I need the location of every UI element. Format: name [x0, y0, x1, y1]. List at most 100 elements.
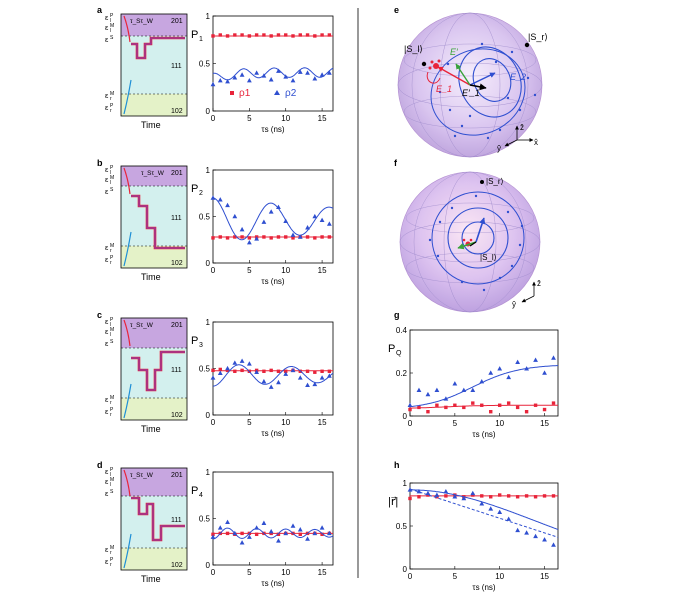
epsilon-sup: P — [110, 407, 114, 413]
data-point-ρ2 — [254, 525, 260, 530]
data-point-ρ1 — [262, 369, 266, 373]
data-point-ρ1 — [225, 34, 230, 38]
data-point-ρ2 — [290, 367, 296, 373]
epsilon-label: ε — [105, 467, 109, 476]
data-point-ρ1 — [247, 236, 252, 240]
y-tick-label: 0 — [206, 107, 211, 116]
data-point-ρ1 — [284, 369, 288, 373]
diagram-frame — [120, 165, 188, 269]
state-label-201: 201 — [171, 170, 183, 177]
data-point-ρ2 — [246, 78, 252, 83]
data-point-ρ2 — [312, 381, 318, 387]
data-point-ρ1 — [211, 532, 215, 537]
data-point-ρ2 — [210, 534, 216, 539]
plot-frame — [212, 15, 334, 112]
curve-left — [123, 319, 131, 347]
axis-z-f: ẑ — [537, 279, 541, 288]
epsilon-label: ε — [105, 477, 109, 486]
tau-label: τ_Sτ_W — [130, 322, 154, 329]
epsilon-label: ε — [105, 165, 109, 174]
epsilon-label: ε — [105, 489, 109, 498]
epsilon-label: ε — [105, 545, 109, 554]
data-point-ρ2 — [319, 72, 325, 77]
epsilon-sup: S — [110, 489, 114, 495]
plot-frame — [212, 471, 334, 566]
axis-x-e: x̂ — [534, 138, 538, 147]
data-point-ρ1 — [305, 235, 310, 239]
epsilon-sub: l — [110, 180, 111, 186]
data-point-ρ2 — [319, 525, 325, 530]
epsilon-sup: P — [110, 165, 114, 171]
y-tick-label: 0 — [206, 411, 211, 420]
data-point-ρ2 — [261, 219, 267, 224]
band-102 — [121, 548, 187, 570]
label-E-prime: E′ — [450, 47, 458, 57]
legend-label-rho1: ρ1 — [239, 88, 251, 99]
x-tick-label: 10 — [281, 568, 290, 577]
data-point-ρ2 — [246, 239, 252, 245]
pulse-purple — [131, 195, 185, 249]
data-point-ρ1 — [291, 236, 295, 240]
data-point-ρ2 — [297, 527, 303, 532]
curve-right — [123, 79, 132, 115]
pulse-purple — [131, 351, 185, 391]
data-point-ρ2 — [268, 528, 274, 534]
data-point-ρ2 — [470, 490, 476, 496]
time-label: Time — [141, 574, 161, 584]
state-label-201: 201 — [171, 18, 183, 25]
data-point-ρ2 — [254, 369, 260, 375]
y-axis-sub: 1 — [199, 36, 203, 43]
data-point-ρ2 — [239, 358, 245, 363]
band-201 — [121, 14, 187, 36]
chart-g: 0 0.2 0.4 0 5 10 15 τs (ns) P Q — [388, 326, 559, 439]
data-point-ρ1 — [417, 495, 421, 499]
y-tick-label: 0.4 — [396, 326, 408, 335]
data-point-ρ1 — [542, 494, 547, 498]
data-point-ρ1 — [284, 33, 288, 37]
panel-label-f: f — [394, 158, 398, 168]
y-tick-label: 0.5 — [199, 365, 211, 374]
data-point-ρ2 — [210, 81, 216, 87]
time-label: Time — [141, 272, 161, 282]
epsilon-label: ε — [105, 175, 109, 184]
epsilon-sup: P — [110, 255, 114, 261]
epsilon-label: ε — [105, 187, 109, 196]
y-tick-label: 1 — [206, 166, 211, 175]
data-point-ρ1 — [313, 370, 317, 374]
epsilon-sub: l — [110, 18, 111, 24]
data-point-ρ1 — [444, 494, 448, 498]
data-point-ρ2 — [261, 378, 267, 384]
panel-label-c: c — [97, 310, 102, 320]
y-tick-label: 1 — [206, 12, 211, 21]
x-tick-label: 5 — [247, 418, 252, 427]
data-point-ρ2 — [225, 519, 230, 525]
y-tick-label: 0.2 — [396, 369, 408, 378]
epsilon-label: ε — [105, 407, 109, 416]
data-point-ρ2 — [312, 76, 318, 81]
data-point-ρ1 — [506, 494, 511, 498]
diagram-frame — [120, 317, 188, 421]
data-point-ρ2 — [217, 78, 223, 83]
label-E1-prime: E′_1 — [462, 88, 480, 98]
epsilon-sup: P — [110, 557, 114, 563]
y-axis-label: P — [191, 335, 198, 347]
epsilon-sub: r — [110, 562, 112, 568]
x-axis-label: τs (ns) — [472, 430, 495, 439]
data-point-ρ1 — [480, 403, 484, 407]
tau-label: τ_Sτ_W — [130, 18, 154, 25]
x-tick-label: 10 — [495, 419, 504, 428]
data-point-ρ2 — [461, 495, 467, 501]
state-label-201: 201 — [171, 472, 183, 479]
label-Si: |S_l⟩ — [404, 44, 423, 54]
epsilon-sup: M — [110, 327, 114, 333]
data-point-ρ2 — [326, 373, 332, 378]
data-point-ρ2 — [276, 538, 281, 543]
curve-left — [123, 15, 131, 43]
epsilon-label: ε — [105, 317, 109, 326]
y-tick-label: 1 — [206, 318, 211, 327]
data-point-ρ2 — [276, 68, 281, 73]
y-axis-label: |r⃗| — [388, 496, 398, 508]
data-point-ρ2 — [326, 530, 332, 536]
state-label-102: 102 — [171, 412, 183, 419]
